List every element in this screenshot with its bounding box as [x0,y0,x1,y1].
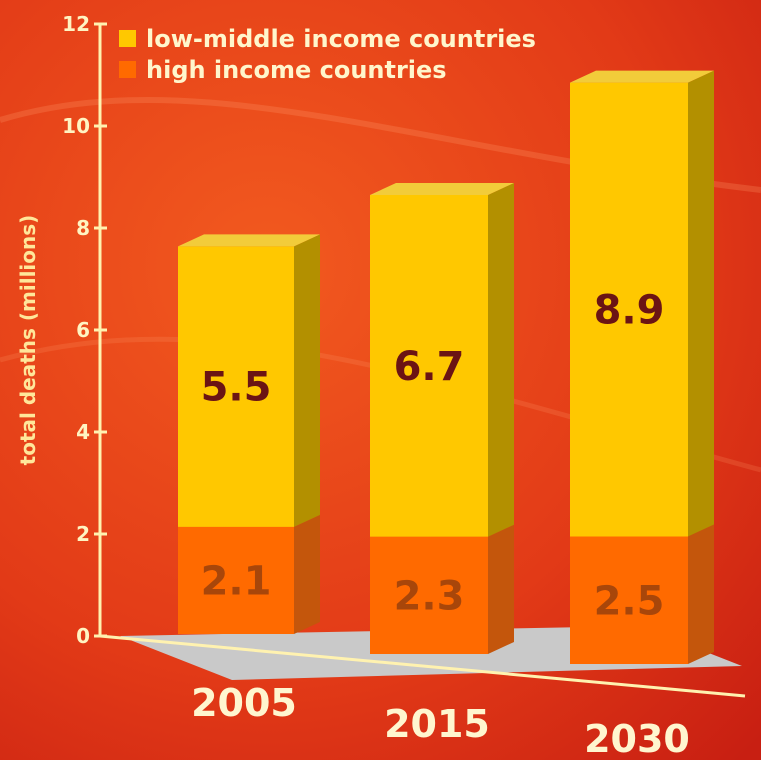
bar-side-high [488,524,514,654]
bar-segment-low [370,195,488,537]
bar-side-high [688,524,714,664]
bar-segment-high [178,526,294,634]
bar-side-low [294,234,320,527]
x-tick-label: 2030 [584,717,690,760]
data-label-low-middle: 6.7 [394,344,465,390]
y-tick-label: 6 [76,318,90,342]
legend-swatch-high [119,61,136,78]
y-tick-label: 8 [76,216,90,240]
x-tick-label: 2015 [384,702,490,746]
data-label-high: 2.5 [594,578,665,624]
legend-label-low-middle: low-middle income countries [146,25,536,53]
bar-segment-low [178,246,294,527]
y-tick-label: 4 [76,420,90,444]
y-tick-label: 10 [62,114,90,138]
legend-label-high: high income countries [146,56,447,84]
labels-group: 5.5 2.1 2005 6.7 2.3 2015 8.9 2.5 2030 [191,288,690,760]
y-tick-label: 12 [62,12,90,36]
y-tick-label: 0 [76,624,90,648]
data-label-high: 2.3 [394,573,465,619]
bar-side-low [488,183,514,537]
data-label-low-middle: 8.9 [594,288,665,334]
bar-top [570,70,714,83]
legend-swatch-low-middle [119,30,136,47]
x-axis-line [99,634,746,698]
bar-segment-high [370,536,488,654]
y-axis-label: total deaths (millions) [16,215,40,466]
bar-top [370,183,514,195]
bar-side-low [688,70,714,537]
y-tick-label: 2 [76,522,90,546]
legend: low-middle income countries high income … [119,25,536,84]
y-axis: 0 2 4 6 8 10 12 [62,12,746,698]
data-label-high: 2.1 [201,558,272,604]
bar-segment-high [570,536,688,664]
data-label-low-middle: 5.5 [201,365,272,411]
bar-side-high [294,514,320,634]
bar-segment-low [570,82,688,537]
bars-group [178,70,714,664]
bar-top [178,234,320,247]
x-tick-label: 2005 [191,681,297,725]
